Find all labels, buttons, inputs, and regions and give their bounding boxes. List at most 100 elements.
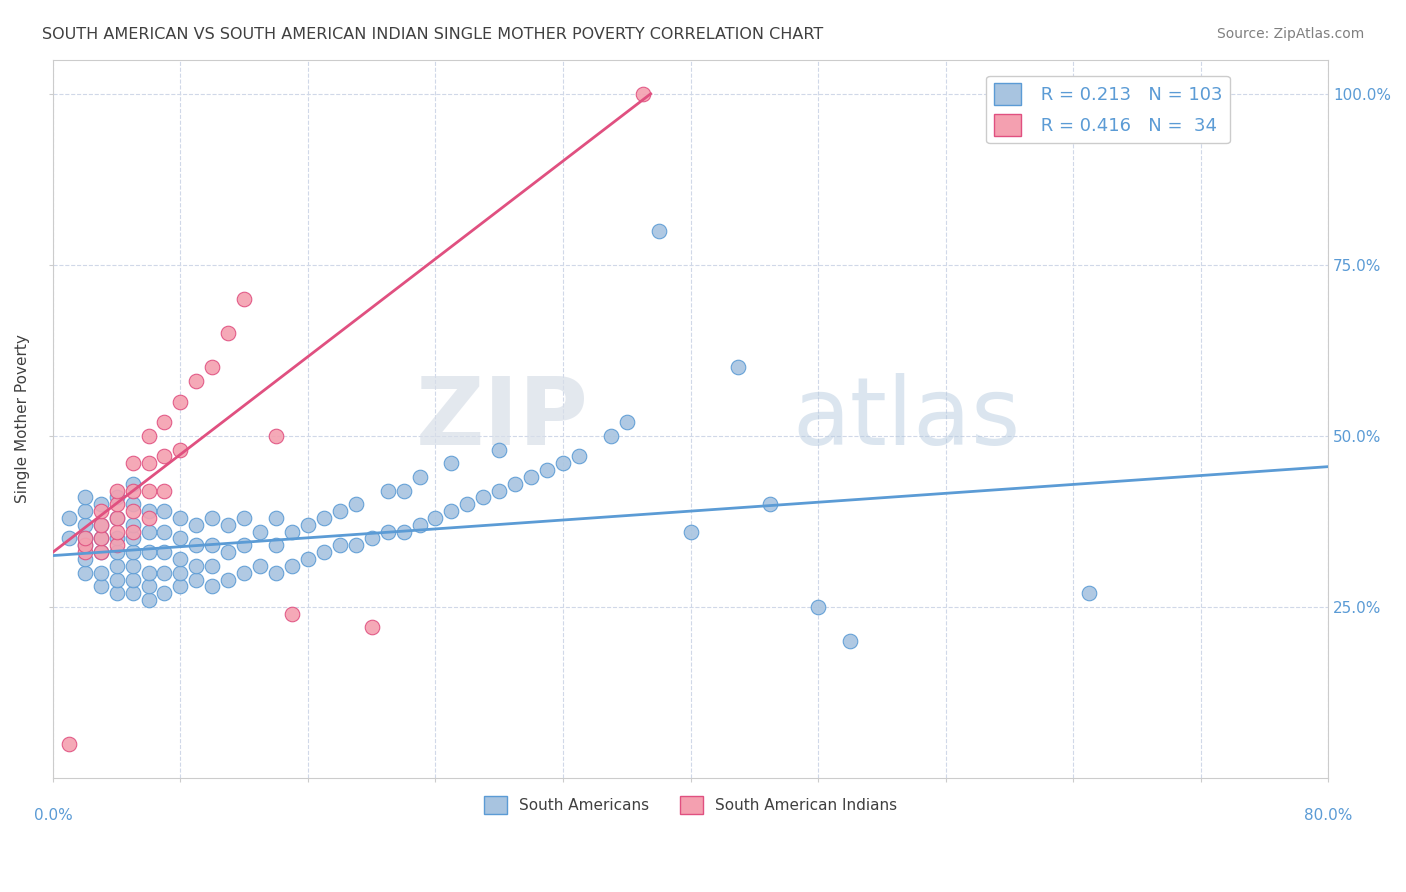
Point: [90, 545, 112, 559]
Point: [360, 620, 382, 634]
Point: [105, 491, 128, 505]
Point: [73, 532, 96, 546]
Point: [169, 532, 191, 546]
Point: [392, 524, 415, 539]
Point: [281, 558, 304, 573]
Point: [73, 552, 96, 566]
Point: [169, 394, 191, 409]
Point: [73, 566, 96, 580]
Point: [839, 634, 862, 648]
Point: [425, 511, 447, 525]
Point: [551, 456, 574, 470]
Point: [105, 483, 128, 498]
Text: ZIP: ZIP: [416, 373, 589, 465]
Point: [186, 538, 208, 552]
Point: [249, 524, 271, 539]
Point: [73, 545, 96, 559]
Point: [217, 326, 239, 341]
Point: [105, 524, 128, 539]
Point: [217, 545, 239, 559]
Point: [281, 607, 304, 621]
Point: [90, 497, 112, 511]
Point: [121, 497, 143, 511]
Point: [297, 517, 319, 532]
Point: [186, 573, 208, 587]
Point: [138, 504, 160, 518]
Point: [153, 415, 176, 429]
Point: [488, 442, 510, 457]
Point: [138, 566, 160, 580]
Point: [456, 497, 478, 511]
Point: [169, 552, 191, 566]
Point: [488, 483, 510, 498]
Point: [679, 524, 702, 539]
Point: [186, 374, 208, 388]
Point: [138, 511, 160, 525]
Point: [281, 524, 304, 539]
Point: [217, 573, 239, 587]
Point: [807, 599, 830, 614]
Point: [631, 87, 654, 101]
Point: [153, 566, 176, 580]
Text: Source: ZipAtlas.com: Source: ZipAtlas.com: [1216, 27, 1364, 41]
Point: [201, 511, 224, 525]
Point: [264, 538, 287, 552]
Point: [153, 586, 176, 600]
Text: SOUTH AMERICAN VS SOUTH AMERICAN INDIAN SINGLE MOTHER POVERTY CORRELATION CHART: SOUTH AMERICAN VS SOUTH AMERICAN INDIAN …: [42, 27, 824, 42]
Point: [169, 511, 191, 525]
Point: [568, 450, 591, 464]
Point: [169, 579, 191, 593]
Point: [153, 504, 176, 518]
Point: [105, 545, 128, 559]
Point: [329, 538, 352, 552]
Point: [121, 532, 143, 546]
Point: [138, 456, 160, 470]
Point: [312, 545, 335, 559]
Point: [186, 517, 208, 532]
Point: [121, 573, 143, 587]
Point: [90, 545, 112, 559]
Point: [599, 429, 621, 443]
Point: [616, 415, 638, 429]
Point: [121, 504, 143, 518]
Point: [344, 538, 367, 552]
Point: [1078, 586, 1101, 600]
Point: [121, 558, 143, 573]
Y-axis label: Single Mother Poverty: Single Mother Poverty: [15, 334, 30, 503]
Point: [121, 524, 143, 539]
Point: [153, 524, 176, 539]
Point: [138, 524, 160, 539]
Point: [90, 517, 112, 532]
Point: [105, 558, 128, 573]
Point: [233, 538, 256, 552]
Point: [297, 552, 319, 566]
Point: [169, 566, 191, 580]
Text: 0.0%: 0.0%: [34, 808, 72, 823]
Point: [536, 463, 558, 477]
Point: [264, 511, 287, 525]
Point: [121, 545, 143, 559]
Point: [169, 442, 191, 457]
Point: [73, 532, 96, 546]
Point: [58, 532, 80, 546]
Point: [520, 470, 543, 484]
Point: [105, 586, 128, 600]
Text: atlas: atlas: [793, 373, 1021, 465]
Point: [233, 511, 256, 525]
Point: [312, 511, 335, 525]
Point: [138, 483, 160, 498]
Point: [392, 483, 415, 498]
Point: [759, 497, 782, 511]
Point: [233, 292, 256, 306]
Point: [105, 511, 128, 525]
Point: [90, 532, 112, 546]
Point: [138, 593, 160, 607]
Point: [138, 545, 160, 559]
Point: [344, 497, 367, 511]
Point: [105, 497, 128, 511]
Legend: South Americans, South American Indians: South Americans, South American Indians: [478, 789, 903, 821]
Point: [264, 566, 287, 580]
Point: [90, 504, 112, 518]
Point: [121, 586, 143, 600]
Point: [217, 517, 239, 532]
